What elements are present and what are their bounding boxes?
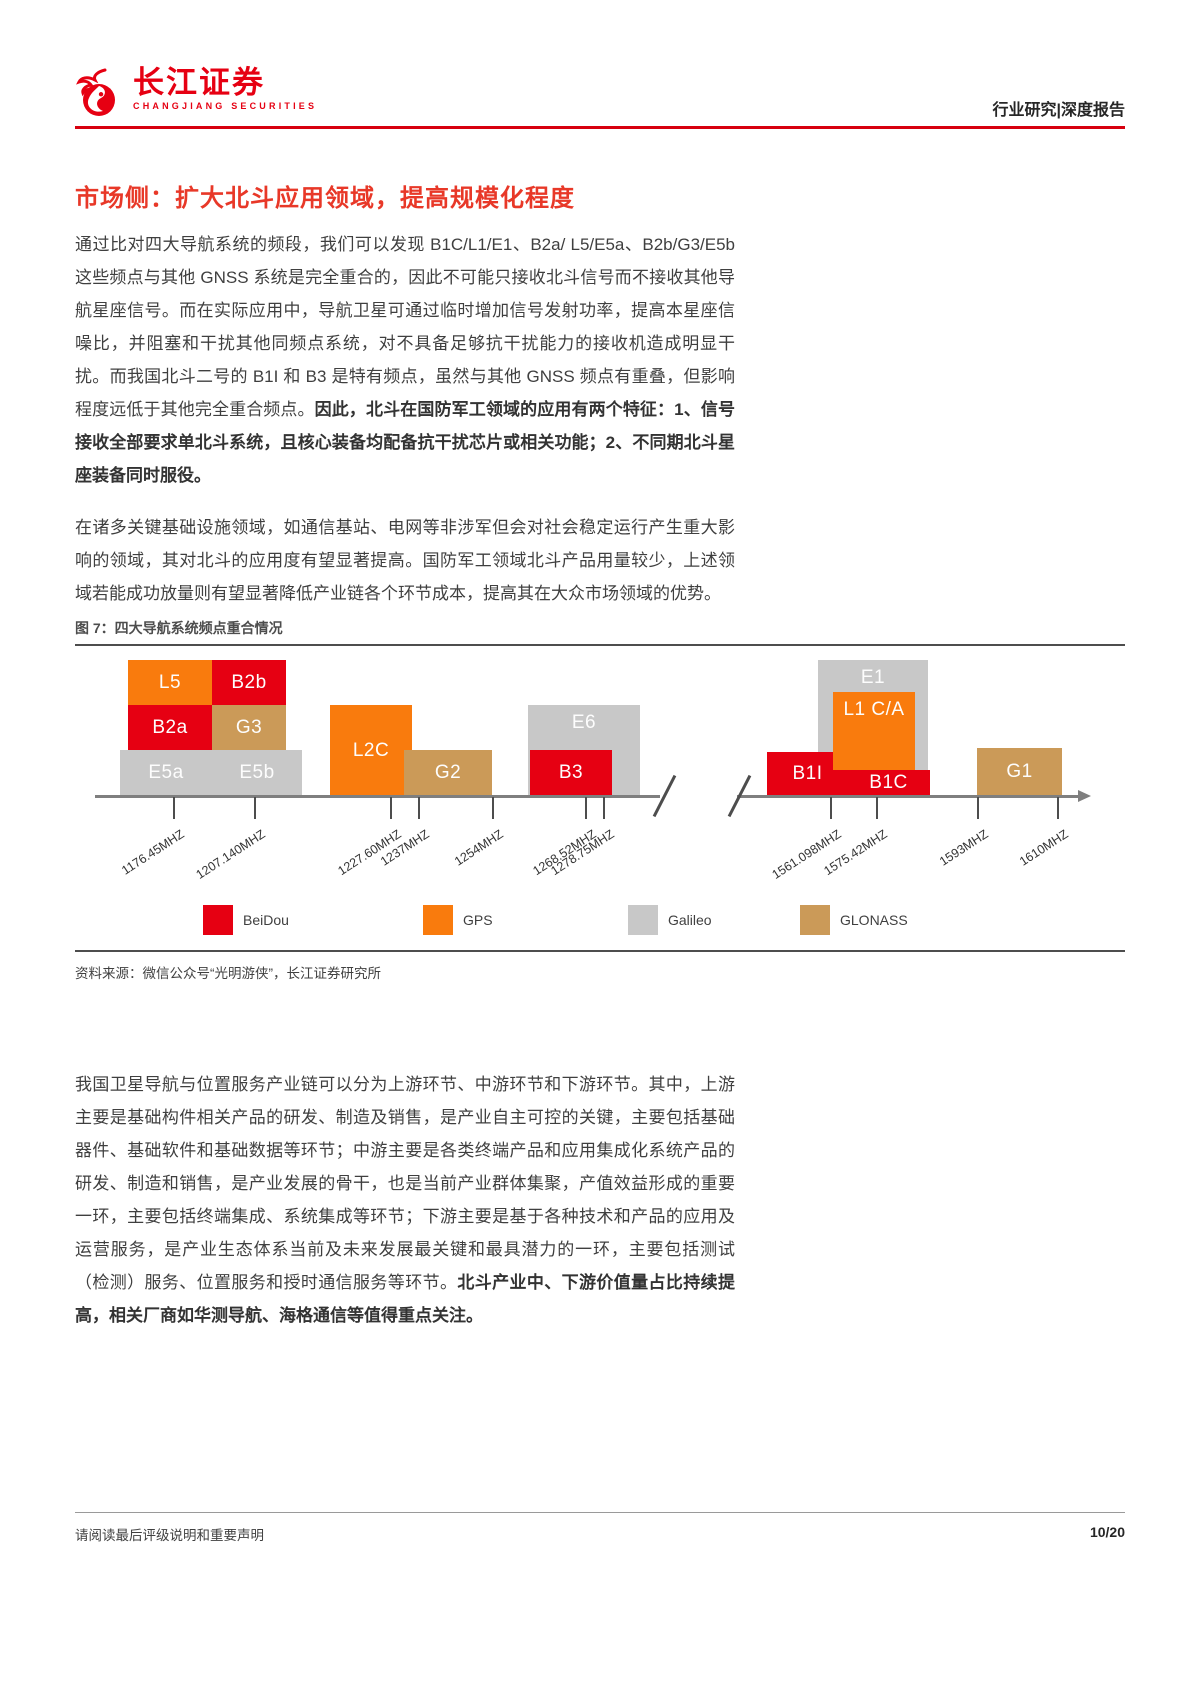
frequency-band-g2: G2	[404, 750, 492, 796]
frequency-axis	[95, 795, 660, 798]
axis-tick	[876, 797, 878, 819]
company-logo: 长江证券 CHANGJIANG SECURITIES	[75, 65, 318, 125]
axis-tick	[977, 797, 979, 819]
band-label: B1I	[792, 763, 823, 784]
axis-tick-label: 1254MHZ	[451, 827, 506, 869]
legend-label: BeiDou	[243, 912, 289, 928]
frequency-band-l5: L5	[128, 660, 212, 705]
axis-tick	[173, 797, 175, 819]
band-label: G1	[1006, 761, 1033, 782]
band-label: B2b	[231, 671, 267, 693]
footer-page-number: 10/20	[1089, 1524, 1125, 1540]
band-label: B2a	[152, 716, 188, 738]
legend-label: GPS	[463, 912, 493, 928]
legend-item-gps: GPS	[423, 905, 493, 935]
paragraph-emphasis: 因此，北斗在国防军工领域的应用有两个特征：1、信号接收全部要求单北斗系统，且核心…	[75, 400, 735, 485]
axis-tick-label: 1610MHZ	[1016, 827, 1071, 869]
band-label: L5	[158, 671, 182, 693]
section-title: 市场侧：扩大北斗应用领域，提高规模化程度	[75, 185, 575, 212]
logo-text-en: CHANGJIANG SECURITIES	[133, 101, 318, 111]
band-label: L2C	[352, 739, 390, 761]
figure-caption-row: 图 7：四大导航系统频点重合情况	[75, 618, 1125, 646]
footer-rule	[75, 1512, 1125, 1513]
paragraph-emphasis: 北斗产业中、下游价值量占比持续提高，相关厂商如华测导航、海格通信等值得重点关注。	[75, 1273, 736, 1325]
frequency-overlap-chart: E6 E1 L5 B2b B2a G3 E5a E5b L2C B1I G1 G2 B3 B1C L1 C/…	[75, 655, 1125, 947]
band-label: E1	[860, 667, 886, 688]
axis-tick	[418, 797, 420, 819]
frequency-band-b3: B3	[530, 750, 612, 796]
axis-tick-label: 1176.45MHZ	[119, 827, 187, 878]
axis-tick	[254, 797, 256, 819]
frequency-band-e5a: E5a	[120, 750, 212, 796]
frequency-band-g1: G1	[977, 748, 1062, 796]
footer-disclaimer: 请阅读最后评级说明和重要声明	[75, 1528, 264, 1543]
frequency-band-b2a: B2a	[128, 705, 212, 750]
frequency-band-l1ca: L1 C/A	[833, 692, 915, 770]
legend-item-galileo: Galileo	[628, 905, 712, 935]
figure-source: 资料来源：微信公众号“光明游侠”，长江证券研究所	[75, 966, 381, 981]
legend-swatch	[203, 905, 233, 935]
header-rule	[75, 126, 1125, 129]
paragraph-text: 通过比对四大导航系统的频段，我们可以发现 B1C/L1/E1、B2a/ L5/E…	[75, 235, 735, 419]
frequency-axis	[737, 795, 1080, 798]
figure-caption: 图 7：四大导航系统频点重合情况	[75, 620, 283, 636]
paragraph: 我国卫星导航与位置服务产业链可以分为上游环节、中游环节和下游环节。其中，上游主要…	[75, 1068, 735, 1332]
band-label: E5b	[239, 762, 275, 783]
legend-label: Galileo	[668, 912, 712, 928]
frequency-band-l2c: L2C	[330, 705, 412, 796]
axis-tick	[603, 797, 605, 819]
axis-tick-label: 1207.140MHZ	[193, 827, 268, 882]
frequency-band-b1c: B1C	[847, 770, 930, 796]
legend-label: GLONASS	[840, 912, 908, 928]
frequency-band-g3: G3	[212, 705, 286, 750]
band-label: B1C	[869, 772, 908, 793]
paragraph-text: 在诸多关键基础设施领域，如通信基站、电网等非涉军但会对社会稳定运行产生重大影响的…	[75, 518, 735, 603]
frequency-band-b2b: B2b	[212, 660, 286, 705]
legend-item-beidou: BeiDou	[203, 905, 289, 935]
frequency-band-e5b: E5b	[212, 750, 302, 796]
axis-tick-label: 1593MHZ	[936, 827, 991, 869]
body-block-1: 通过比对四大导航系统的频段，我们可以发现 B1C/L1/E1、B2a/ L5/E…	[75, 228, 735, 629]
axis-tick	[390, 797, 392, 819]
paragraph-text: 我国卫星导航与位置服务产业链可以分为上游环节、中游环节和下游环节。其中，上游主要…	[75, 1075, 735, 1292]
band-label: G3	[235, 716, 263, 738]
legend-swatch	[800, 905, 830, 935]
paragraph: 在诸多关键基础设施领域，如通信基站、电网等非涉军但会对社会稳定运行产生重大影响的…	[75, 511, 735, 610]
axis-tick	[1057, 797, 1059, 819]
band-label: E6	[571, 712, 597, 733]
body-block-2: 我国卫星导航与位置服务产业链可以分为上游环节、中游环节和下游环节。其中，上游主要…	[75, 1068, 735, 1351]
figure-bottom-rule	[75, 950, 1125, 952]
band-label: E5a	[148, 762, 184, 783]
dragon-emblem-icon	[75, 68, 123, 125]
legend-item-glonass: GLONASS	[800, 905, 908, 935]
paragraph: 通过比对四大导航系统的频段，我们可以发现 B1C/L1/E1、B2a/ L5/E…	[75, 228, 735, 492]
report-type-label: 行业研究|深度报告	[992, 102, 1125, 119]
legend-swatch	[628, 905, 658, 935]
axis-tick	[830, 797, 832, 819]
legend-swatch	[423, 905, 453, 935]
band-label: L1 C/A	[843, 699, 905, 720]
axis-tick	[492, 797, 494, 819]
band-label: B3	[558, 762, 584, 783]
axis-arrow-icon	[1078, 790, 1091, 802]
axis-tick	[585, 797, 587, 819]
band-label: G2	[434, 762, 462, 783]
logo-text-cn: 长江证券	[133, 65, 265, 100]
